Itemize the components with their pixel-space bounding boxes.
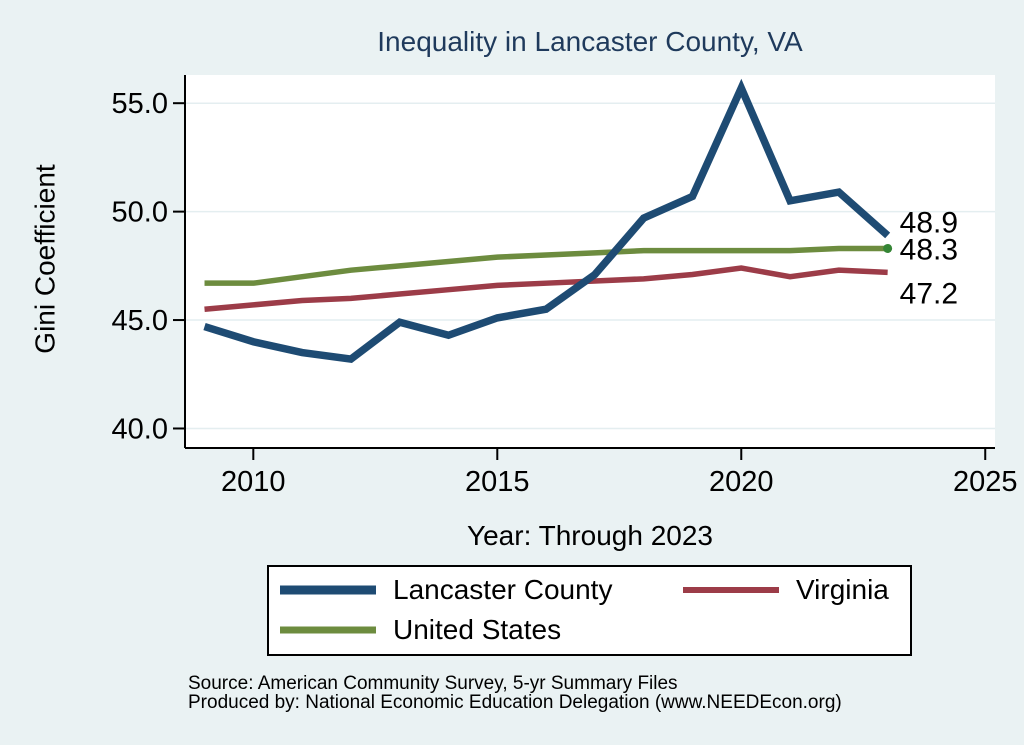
legend: Lancaster County Virginia United States [267, 565, 912, 656]
y-tick-label: 55.0 [112, 88, 168, 120]
y-tick-label: 50.0 [112, 197, 168, 229]
lancaster-line-swatch [280, 585, 376, 595]
x-axis-title: Year: Through 2023 [467, 520, 713, 551]
series-line-lancaster-county [203, 78, 891, 364]
legend-label-united-states: United States [393, 614, 562, 645]
virginia-line-swatch [683, 587, 779, 593]
plot-background [185, 75, 995, 448]
x-tick-label: 2015 [465, 466, 530, 498]
end-value-label: 48.3 [900, 234, 958, 267]
line-chart-plot: 55.0 50.0 45.0 40.0 2010 2015 2020 2025 48.3 47.2… [112, 75, 1018, 498]
end-value-label: 47.2 [900, 278, 958, 311]
legend-label-virginia: Virginia [796, 574, 889, 605]
y-tick-label: 40.0 [112, 413, 168, 445]
series-line-virginia [204, 265, 888, 312]
legend-label-lancaster: Lancaster County [393, 574, 613, 605]
legend-item-lancaster: Lancaster County [280, 574, 680, 605]
united-states-line-swatch [280, 626, 376, 634]
x-tick-label: 2010 [221, 466, 286, 498]
y-tick-label: 45.0 [112, 305, 168, 337]
chart-title: Inequality in Lancaster County, VA [377, 26, 803, 57]
legend-item-virginia: Virginia [683, 574, 903, 605]
x-tick-label: 2025 [953, 466, 1018, 498]
end-value-label: 48.9 [900, 207, 958, 240]
legend-item-united-states: United States [280, 614, 680, 645]
series-line-united-states [204, 245, 888, 286]
series-end-dot-united-states [883, 243, 893, 253]
x-tick-label: 2020 [709, 466, 774, 498]
source-note: Source: American Community Survey, 5-yr … [188, 673, 678, 694]
produced-by-note: Produced by: National Economic Education… [188, 692, 842, 713]
